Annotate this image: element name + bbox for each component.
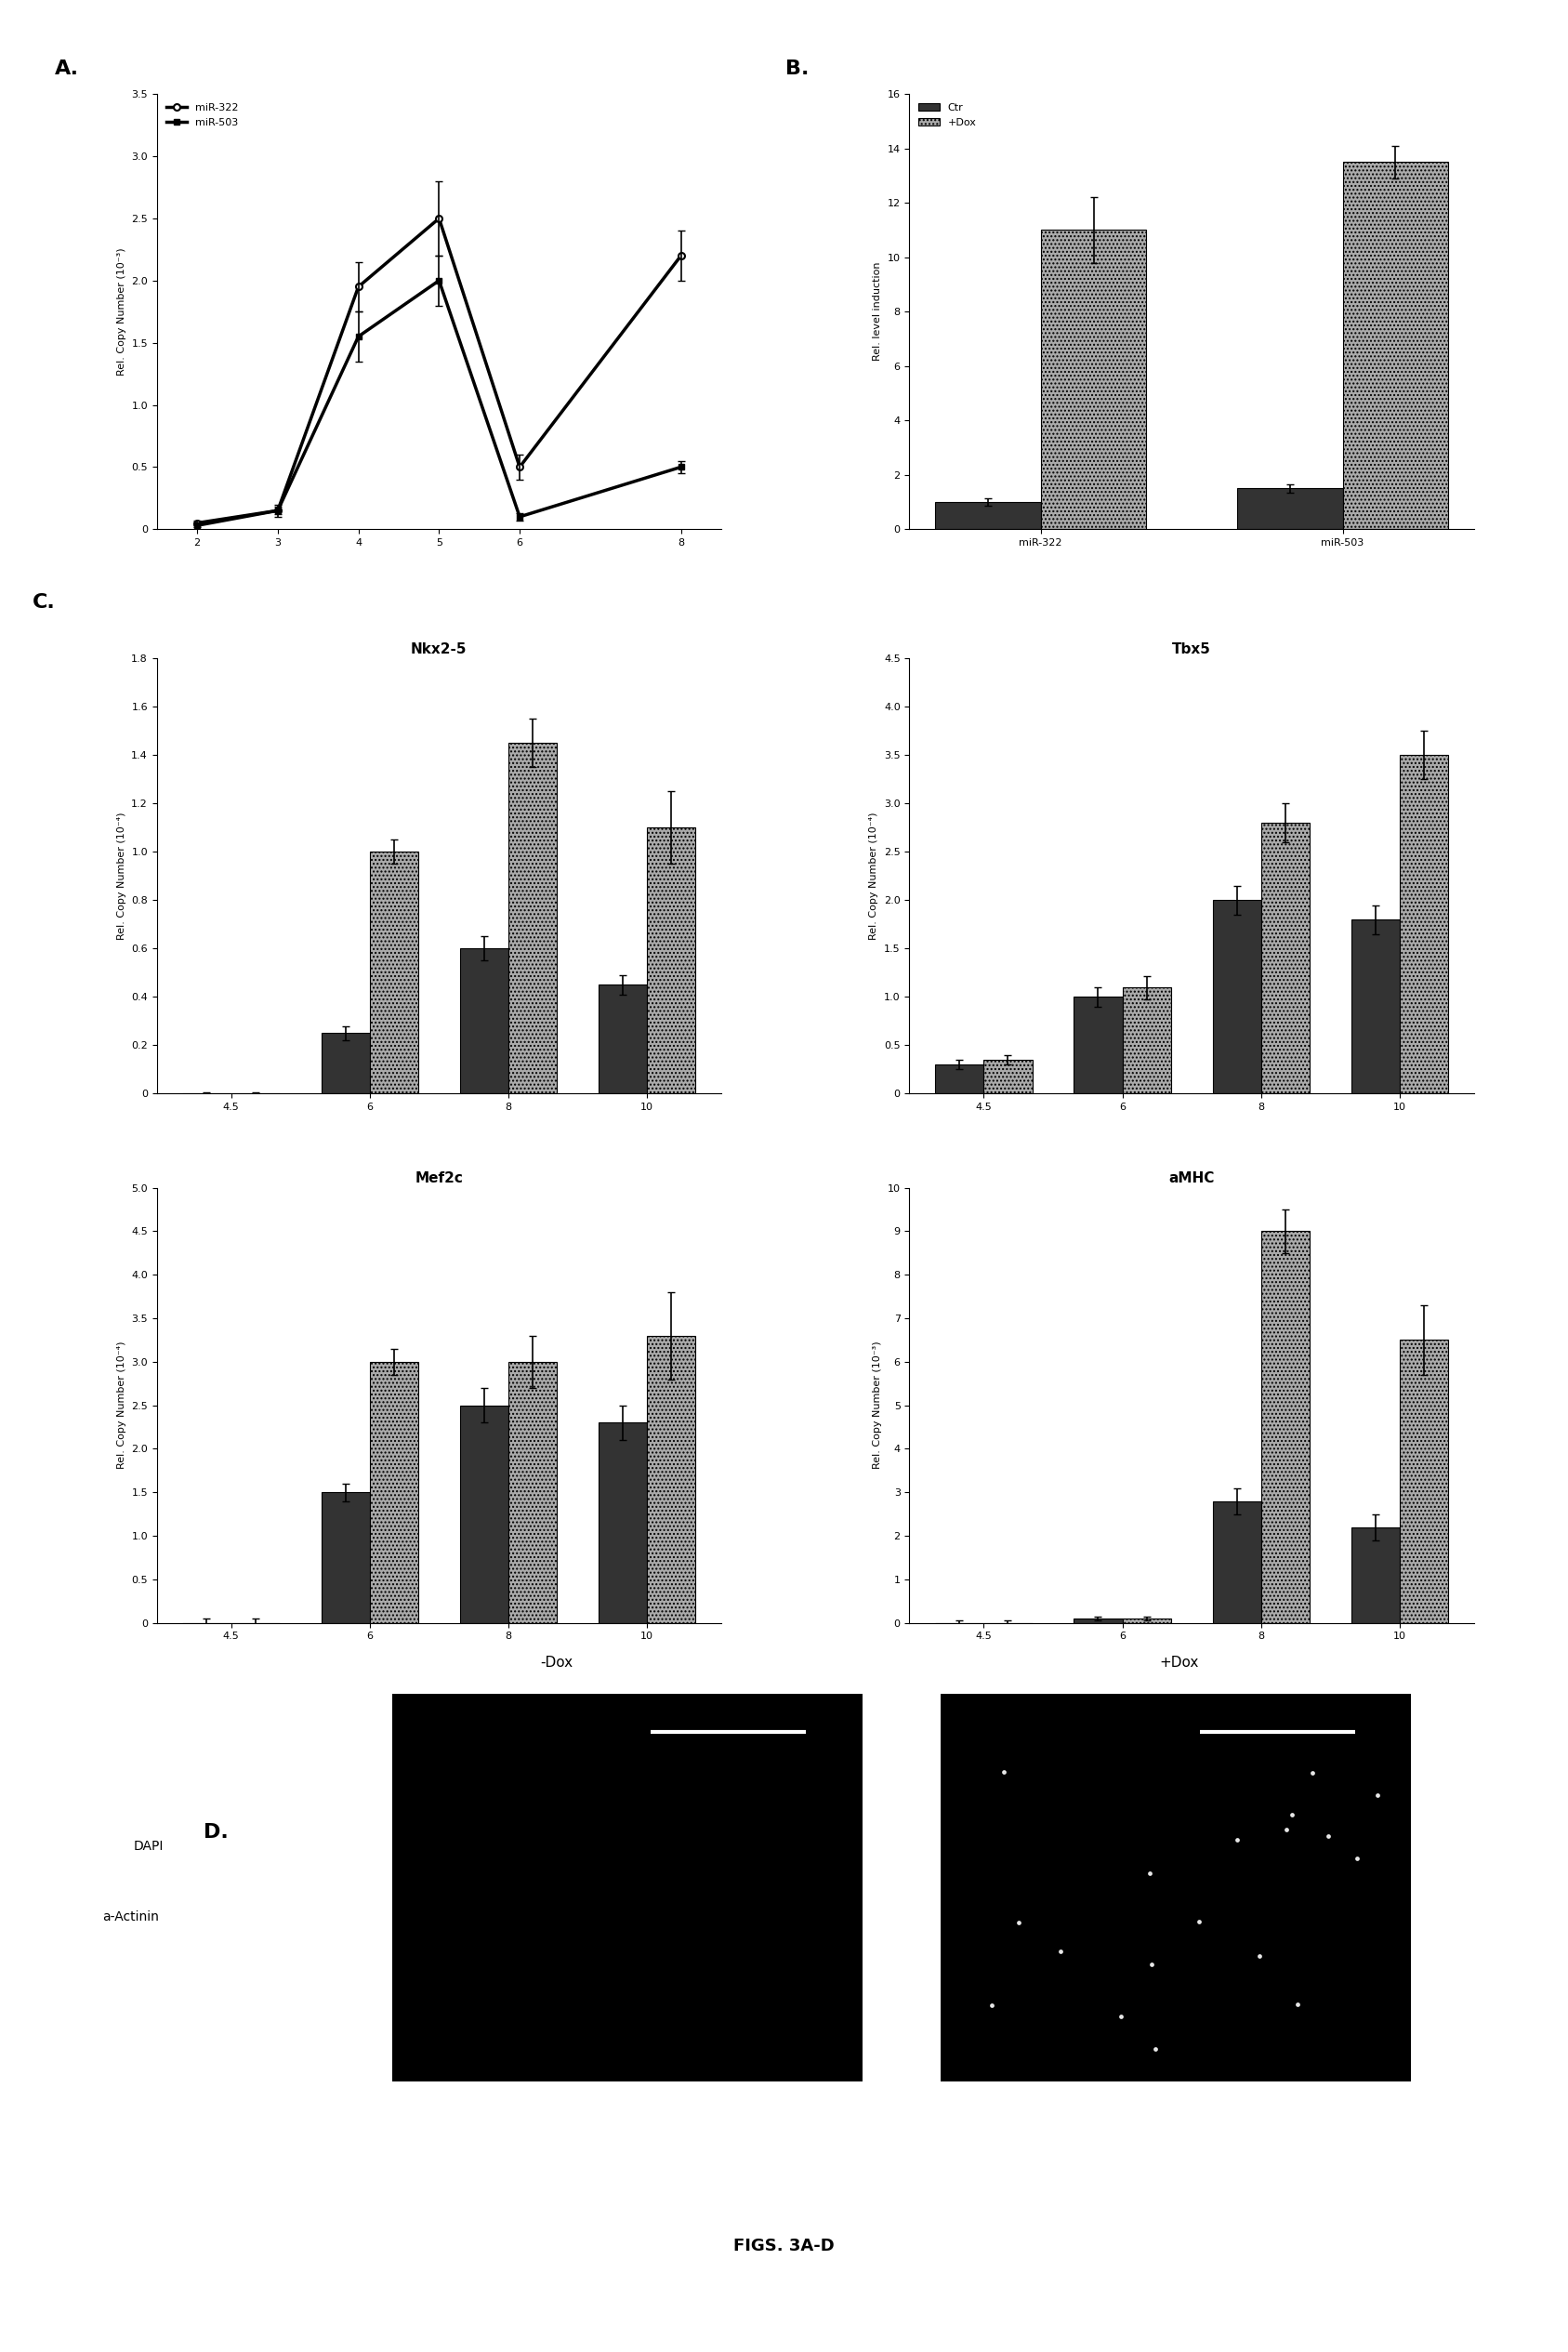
miR-503 bbox=[430, 266, 448, 294]
Bar bbox=[1123, 1618, 1171, 1623]
Text: -Dox: -Dox bbox=[541, 1656, 572, 1670]
Bar bbox=[1212, 901, 1261, 1094]
Point bbox=[1007, 1903, 1032, 1940]
miR-322 bbox=[268, 496, 287, 524]
Text: C.: C. bbox=[33, 593, 55, 612]
Title: Mef2c: Mef2c bbox=[416, 1171, 463, 1185]
Bar bbox=[599, 1423, 648, 1623]
Text: +Dox: +Dox bbox=[1159, 1656, 1200, 1670]
Bar bbox=[1352, 920, 1400, 1094]
Bar bbox=[599, 985, 648, 1094]
Point bbox=[1275, 1811, 1300, 1849]
Bar bbox=[1237, 489, 1342, 529]
Point bbox=[1300, 1755, 1325, 1792]
Title: Nkx2-5: Nkx2-5 bbox=[411, 642, 467, 656]
Point bbox=[1247, 1938, 1272, 1976]
miR-503 bbox=[350, 322, 368, 350]
Point bbox=[1109, 1997, 1134, 2034]
Bar bbox=[1400, 755, 1449, 1094]
Y-axis label: Rel. level induction: Rel. level induction bbox=[873, 261, 883, 362]
Bar bbox=[983, 1061, 1032, 1094]
Point bbox=[1364, 1776, 1389, 1813]
Point bbox=[1143, 2030, 1168, 2067]
Bar bbox=[1074, 1618, 1123, 1623]
Point bbox=[1316, 1816, 1341, 1853]
Bar bbox=[935, 501, 1041, 529]
Bar bbox=[370, 1362, 419, 1623]
Point bbox=[1225, 1820, 1250, 1858]
Bar bbox=[1342, 162, 1449, 529]
Bar bbox=[935, 1065, 983, 1094]
Y-axis label: Rel. Copy Number (10⁻⁴): Rel. Copy Number (10⁻⁴) bbox=[116, 811, 125, 941]
Bar bbox=[1212, 1501, 1261, 1623]
Bar bbox=[1400, 1341, 1449, 1623]
Y-axis label: Rel. Copy Number (10⁻⁴): Rel. Copy Number (10⁻⁴) bbox=[116, 1341, 125, 1470]
Bar bbox=[1261, 1232, 1309, 1623]
Title: aMHC: aMHC bbox=[1168, 1171, 1215, 1185]
miR-322 bbox=[350, 273, 368, 301]
Bar bbox=[321, 1494, 370, 1623]
Bar bbox=[1261, 823, 1309, 1094]
Bar bbox=[648, 1336, 696, 1623]
Bar bbox=[459, 1406, 508, 1623]
Bar bbox=[321, 1033, 370, 1094]
Y-axis label: Rel. Copy Number (10⁻³): Rel. Copy Number (10⁻³) bbox=[116, 247, 125, 376]
Point bbox=[1047, 1933, 1073, 1971]
Text: DAPI: DAPI bbox=[133, 1839, 163, 1853]
Bar bbox=[370, 851, 419, 1094]
Text: D.: D. bbox=[204, 1823, 229, 1842]
miR-503 bbox=[188, 510, 207, 539]
Bar bbox=[1123, 988, 1171, 1094]
miR-322 bbox=[510, 454, 528, 482]
miR-322 bbox=[430, 205, 448, 233]
Text: B.: B. bbox=[786, 59, 809, 78]
Point bbox=[991, 1752, 1016, 1790]
Bar bbox=[1352, 1526, 1400, 1623]
Point bbox=[978, 1987, 1004, 2025]
Point bbox=[1344, 1839, 1369, 1877]
Y-axis label: Rel. Copy Number (10⁻³): Rel. Copy Number (10⁻³) bbox=[873, 1341, 883, 1470]
Bar bbox=[1074, 997, 1123, 1094]
Line: miR-503: miR-503 bbox=[194, 278, 684, 529]
miR-322 bbox=[671, 242, 690, 270]
Legend: Ctr, +Dox: Ctr, +Dox bbox=[914, 99, 980, 132]
Text: FIGS. 3A-D: FIGS. 3A-D bbox=[734, 2237, 834, 2256]
Bar bbox=[508, 743, 557, 1094]
Title: Tbx5: Tbx5 bbox=[1173, 642, 1210, 656]
Bar bbox=[459, 948, 508, 1094]
Point bbox=[1279, 1797, 1305, 1835]
Text: A.: A. bbox=[55, 59, 80, 78]
Text: a-Actinin: a-Actinin bbox=[102, 1910, 158, 1924]
Bar bbox=[508, 1362, 557, 1623]
Point bbox=[1284, 1985, 1309, 2023]
Line: miR-322: miR-322 bbox=[194, 214, 684, 527]
miR-503 bbox=[268, 496, 287, 524]
Point bbox=[1140, 1945, 1165, 1983]
miR-503 bbox=[671, 454, 690, 482]
Bar bbox=[648, 828, 696, 1094]
miR-322 bbox=[188, 508, 207, 536]
Point bbox=[1137, 1853, 1162, 1891]
Y-axis label: Rel. Copy Number (10⁻⁴): Rel. Copy Number (10⁻⁴) bbox=[869, 811, 878, 941]
Legend: miR-322, miR-503: miR-322, miR-503 bbox=[162, 99, 243, 132]
Bar bbox=[1041, 230, 1146, 529]
miR-503 bbox=[510, 503, 528, 532]
Point bbox=[1187, 1903, 1212, 1940]
